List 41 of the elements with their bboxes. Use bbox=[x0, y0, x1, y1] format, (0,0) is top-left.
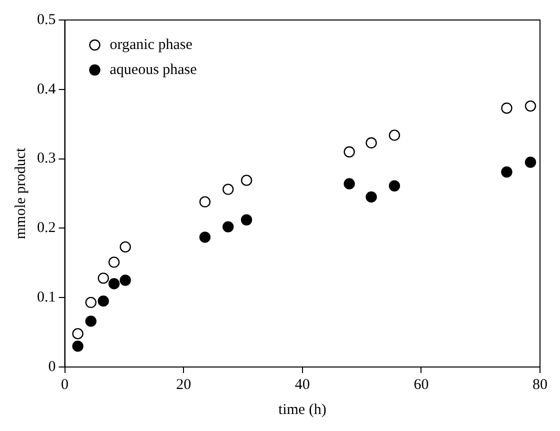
point bbox=[222, 221, 234, 232]
legend-label: organic phase bbox=[110, 36, 193, 53]
y-axis-title: mmole product bbox=[12, 147, 29, 240]
point bbox=[501, 102, 512, 114]
x-tick-label: 40 bbox=[294, 376, 310, 393]
point bbox=[524, 156, 536, 168]
point bbox=[222, 184, 234, 195]
point bbox=[524, 100, 536, 112]
y-tick-label: 0.2 bbox=[37, 220, 56, 236]
x-tick-label: 0 bbox=[61, 376, 68, 393]
point bbox=[366, 137, 377, 148]
point bbox=[388, 130, 400, 141]
x-tick-label: 80 bbox=[532, 376, 548, 393]
y-tick-label: 0.3 bbox=[37, 150, 56, 167]
y-tick-label: 0.1 bbox=[37, 290, 56, 306]
point bbox=[199, 232, 211, 243]
point bbox=[501, 166, 512, 178]
x-tick-label: 20 bbox=[176, 376, 192, 393]
y-tick-label: 0.4 bbox=[37, 81, 56, 98]
point bbox=[72, 340, 84, 352]
point bbox=[98, 272, 109, 284]
point bbox=[388, 180, 400, 192]
point bbox=[72, 328, 84, 340]
y-tick-label: 0.5 bbox=[37, 12, 56, 28]
x-axis-title: time (h) bbox=[278, 402, 326, 418]
point bbox=[240, 214, 252, 226]
y-tick-label: 0 bbox=[48, 358, 56, 375]
legend-label: aqueous phase bbox=[110, 62, 198, 78]
x-tick-label: 60 bbox=[414, 376, 429, 393]
point bbox=[240, 174, 252, 186]
point bbox=[108, 256, 120, 268]
point bbox=[199, 196, 211, 208]
point bbox=[85, 296, 96, 308]
point bbox=[120, 274, 131, 286]
point bbox=[344, 146, 355, 158]
point bbox=[120, 241, 131, 253]
point bbox=[98, 295, 109, 307]
point bbox=[85, 316, 96, 327]
point bbox=[344, 178, 355, 190]
point bbox=[366, 191, 377, 203]
point bbox=[108, 278, 120, 290]
